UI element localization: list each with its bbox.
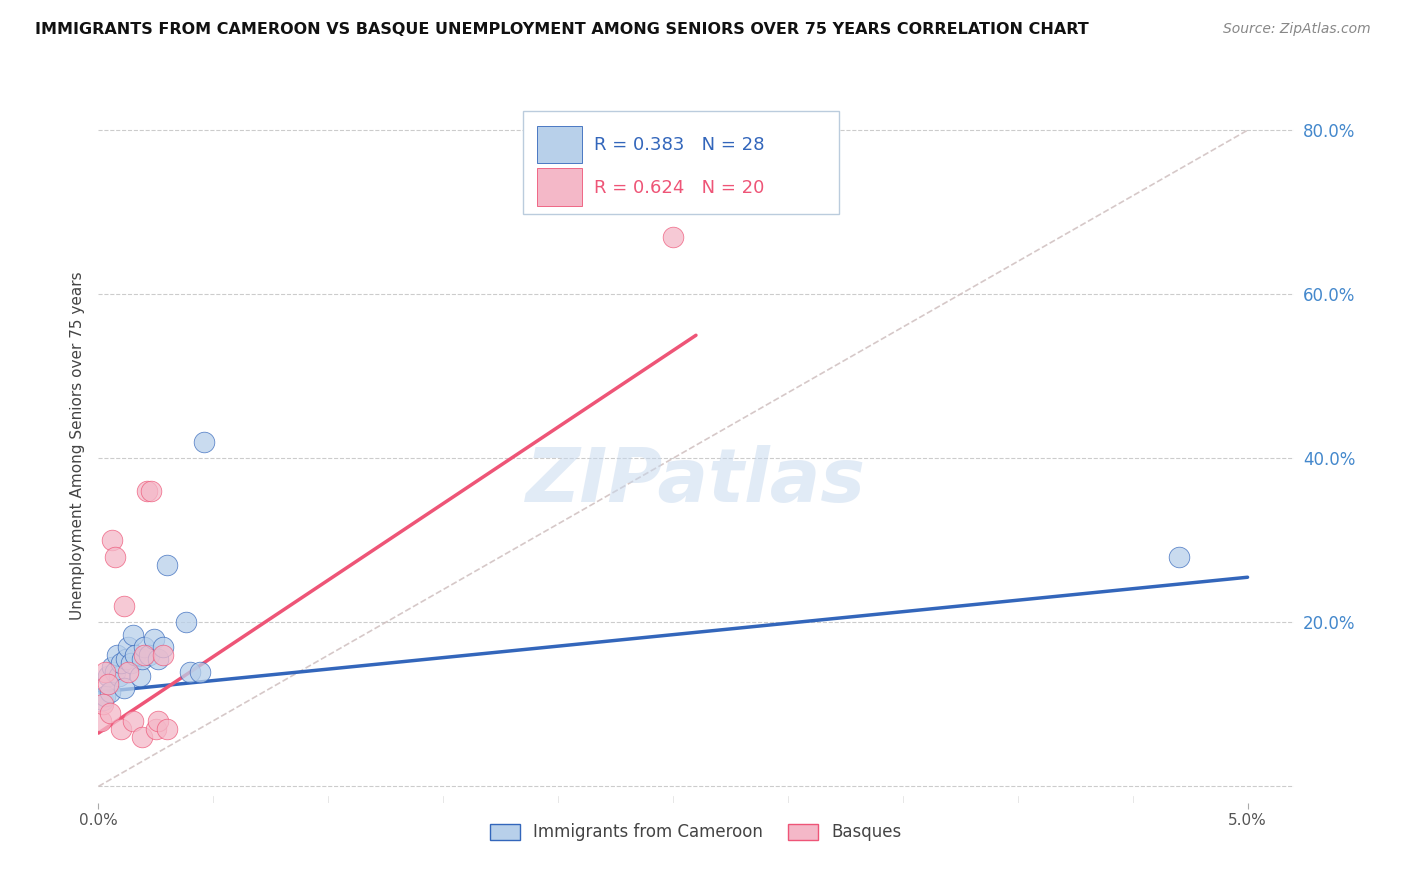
Point xyxy=(134,648,156,662)
Point xyxy=(179,665,201,679)
Point xyxy=(115,652,138,666)
Point xyxy=(97,677,120,691)
Point xyxy=(1167,549,1189,564)
Point xyxy=(128,668,150,682)
Legend: Immigrants from Cameroon, Basques: Immigrants from Cameroon, Basques xyxy=(484,817,908,848)
Point xyxy=(141,484,163,499)
Point xyxy=(101,660,124,674)
Point xyxy=(152,640,174,654)
Point xyxy=(174,615,197,630)
Point xyxy=(122,627,145,641)
Point xyxy=(101,533,124,548)
Point xyxy=(148,652,170,666)
Point xyxy=(108,668,131,682)
Point xyxy=(124,648,146,662)
Point xyxy=(138,648,160,662)
Point xyxy=(131,652,153,666)
Point xyxy=(91,693,114,707)
Bar xyxy=(537,126,582,162)
Point xyxy=(103,665,125,679)
Text: R = 0.624   N = 20: R = 0.624 N = 20 xyxy=(595,178,765,196)
Point xyxy=(188,665,211,679)
Text: R = 0.383   N = 28: R = 0.383 N = 28 xyxy=(595,136,765,153)
Text: ZIPatlas: ZIPatlas xyxy=(526,445,866,518)
Point xyxy=(90,714,112,728)
Point xyxy=(122,714,145,728)
Point xyxy=(112,599,135,613)
Point xyxy=(97,668,120,682)
Point xyxy=(156,722,179,736)
Point xyxy=(110,722,132,736)
Point xyxy=(94,665,117,679)
Point xyxy=(98,685,121,699)
Point xyxy=(148,714,170,728)
Point xyxy=(105,648,128,662)
Point xyxy=(134,640,156,654)
Point xyxy=(152,648,174,662)
Point xyxy=(156,558,179,572)
Point xyxy=(117,640,139,654)
Point xyxy=(662,230,685,244)
Point xyxy=(94,689,117,703)
Point xyxy=(103,549,125,564)
Text: Source: ZipAtlas.com: Source: ZipAtlas.com xyxy=(1223,22,1371,37)
Point xyxy=(145,722,167,736)
Point xyxy=(142,632,165,646)
Y-axis label: Unemployment Among Seniors over 75 years: Unemployment Among Seniors over 75 years xyxy=(69,272,84,620)
Point xyxy=(135,484,157,499)
Point xyxy=(110,657,132,671)
Point xyxy=(117,665,139,679)
Point xyxy=(98,706,121,720)
Point xyxy=(131,730,153,744)
Point xyxy=(112,681,135,695)
FancyBboxPatch shape xyxy=(523,111,839,214)
Point xyxy=(91,698,114,712)
Point xyxy=(120,657,142,671)
Bar xyxy=(537,169,582,205)
Text: IMMIGRANTS FROM CAMEROON VS BASQUE UNEMPLOYMENT AMONG SENIORS OVER 75 YEARS CORR: IMMIGRANTS FROM CAMEROON VS BASQUE UNEMP… xyxy=(35,22,1088,37)
Point xyxy=(193,434,215,449)
